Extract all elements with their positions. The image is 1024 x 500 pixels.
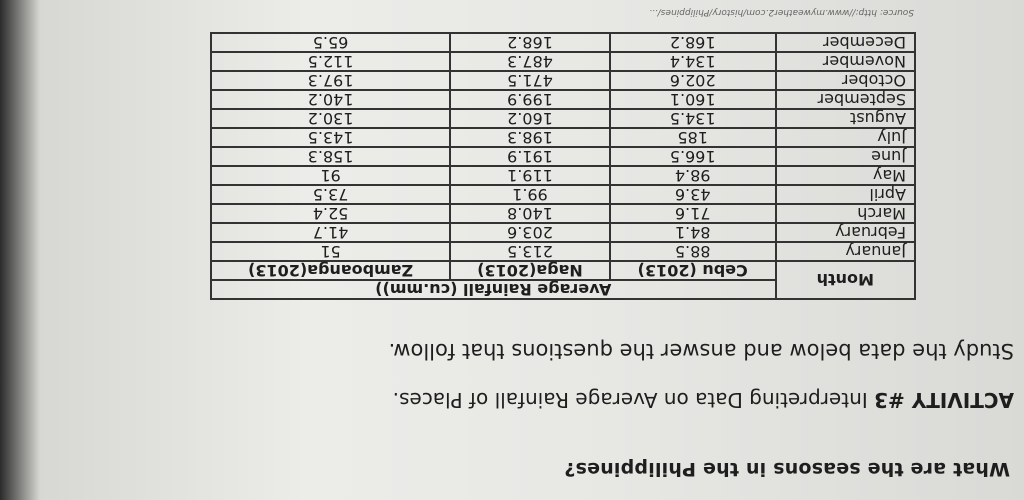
cebu-header: Cebu (2013) [609,261,776,280]
table-row: September 160.1 199.9 140.2 [211,90,915,109]
month-cell: September [775,90,915,109]
rainfall-cell: 198.3 [450,128,610,147]
rainfall-cell: 202.6 [609,71,776,90]
rainfall-table: Month Average Rainfall (cu.mm)) Cebu (20… [210,32,916,300]
rainfall-cell: 52.4 [211,204,451,223]
rainfall-cell: 160.2 [450,109,610,128]
month-cell: March [775,204,915,223]
table-row: June 166.5 191.9 158.3 [211,147,915,166]
table-row: August 134.5 160.2 130.2 [211,109,915,128]
month-cell: November [775,52,915,71]
rainfall-cell: 98.4 [609,166,776,185]
rainfall-cell: 99.1 [450,185,610,204]
month-cell: October [775,71,915,90]
table-row: October 202.6 471.5 197.3 [211,71,915,90]
group-header: Average Rainfall (cu.mm)) [211,280,776,299]
rainfall-cell: 185 [609,128,776,147]
rainfall-cell: 199.9 [450,90,610,109]
table-row: July 185 198.3 143.5 [211,128,915,147]
rainfall-cell: 143.5 [211,128,451,147]
table-row: December 168.2 168.2 65.5 [211,33,915,52]
naga-header: Naga(2013) [450,261,610,280]
page-edge-shadow [0,0,40,500]
rainfall-cell: 471.5 [450,71,610,90]
rainfall-cell: 65.5 [211,33,451,52]
rainfall-cell: 487.3 [450,52,610,71]
table-row: November 134.4 487.3 112.5 [211,52,915,71]
rainfall-cell: 119.1 [450,166,610,185]
month-cell: August [775,109,915,128]
month-cell: May [775,166,915,185]
rainfall-cell: 88.5 [609,242,776,261]
rainfall-cell: 130.2 [211,109,451,128]
rainfall-cell: 134.4 [609,52,776,71]
month-cell: July [775,128,915,147]
month-cell: December [775,33,915,52]
question-heading: What are the seasons in the Philippines? [564,458,1010,480]
rainfall-cell: 158.3 [211,147,451,166]
rainfall-cell: 91 [211,166,451,185]
activity-label: ACTIVITY #3 [874,388,1014,412]
rainfall-cell: 160.1 [609,90,776,109]
activity-title: Interpreting Data on Average Rainfall of… [392,388,868,412]
rainfall-cell: 140.8 [450,204,610,223]
rainfall-cell: 203.6 [450,223,610,242]
rainfall-cell: 168.2 [609,33,776,52]
table-row: March 71.6 140.8 52.4 [211,204,915,223]
table-row: April 43.6 99.1 73.5 [211,185,915,204]
rainfall-cell: 197.3 [211,71,451,90]
rainfall-cell: 112.5 [211,52,451,71]
rainfall-cell: 51 [211,242,451,261]
rainfall-cell: 71.6 [609,204,776,223]
rainfall-cell: 43.6 [609,185,776,204]
rainfall-cell: 213.5 [450,242,610,261]
month-cell: June [775,147,915,166]
rainfall-cell: 41.7 [211,223,451,242]
zamboanga-header: Zamboanga(2013) [211,261,451,280]
instruction-text: Study the data below and answer the ques… [388,339,1014,363]
rainfall-cell: 168.2 [450,33,610,52]
month-cell: April [775,185,915,204]
month-cell: February [775,223,915,242]
source-note: Source: http://www.myweather2.com/histor… [649,7,914,17]
activity-heading: ACTIVITY #3 Interpreting Data on Average… [393,388,1014,412]
table-row: February 84.1 203.6 41.7 [211,223,915,242]
rainfall-cell: 191.9 [450,147,610,166]
month-header: Month [775,261,915,299]
rainfall-cell: 73.5 [211,185,451,204]
rainfall-cell: 134.5 [609,109,776,128]
rainfall-cell: 166.5 [609,147,776,166]
table-row: May 98.4 119.1 91 [211,166,915,185]
month-cell: January [775,242,915,261]
table-row: January 88.5 213.5 51 [211,242,915,261]
rainfall-cell: 140.2 [211,90,451,109]
rainfall-cell: 84.1 [609,223,776,242]
